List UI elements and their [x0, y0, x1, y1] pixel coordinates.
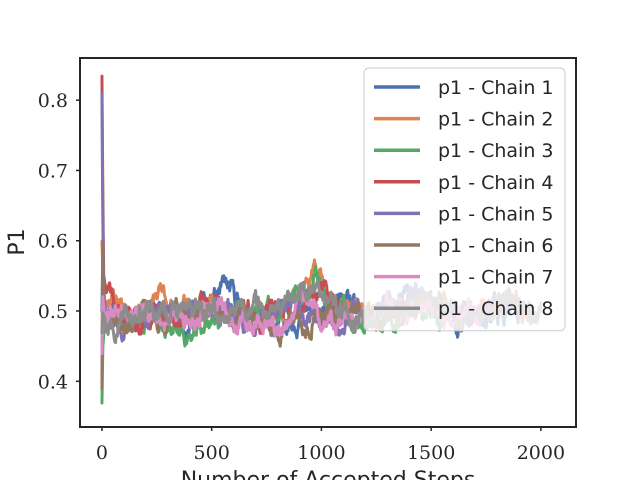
y-axis-label: P1: [5, 228, 30, 255]
ticks-layer: 0 500 1000 1500 2000 0.4 0.5 0.6 0.7 0.8: [38, 90, 565, 464]
x-tick-label: 0: [96, 442, 108, 464]
legend-label-chain-1: p1 - Chain 1: [438, 77, 553, 99]
legend-label-chain-6: p1 - Chain 6: [438, 235, 553, 257]
legend-label-chain-3: p1 - Chain 3: [438, 140, 553, 162]
y-tick-label: 0.4: [38, 371, 68, 393]
legend: p1 - Chain 1 p1 - Chain 2 p1 - Chain 3 p1 -…: [363, 67, 566, 332]
x-tick-label: 2000: [517, 442, 565, 464]
x-tick-label: 1000: [297, 442, 345, 464]
x-tick-label: 500: [194, 442, 230, 464]
y-tick-label: 0.5: [38, 301, 68, 323]
plot-frame: [79, 57, 577, 428]
y-tick-label: 0.7: [38, 160, 68, 182]
legend-label-chain-7: p1 - Chain 7: [438, 267, 553, 289]
legend-label-chain-4: p1 - Chain 4: [438, 172, 553, 194]
y-tick-label: 0.8: [38, 90, 68, 112]
x-axis-label: Number of Accepted Steps: [181, 468, 476, 480]
x-tick-label: 1500: [407, 442, 455, 464]
y-tick-label: 0.6: [38, 231, 68, 253]
legend-label-chain-2: p1 - Chain 2: [438, 109, 553, 131]
legend-label-chain-8: p1 - Chain 8: [438, 298, 553, 320]
legend-label-chain-5: p1 - Chain 5: [438, 203, 553, 225]
legend-box: [363, 67, 566, 332]
